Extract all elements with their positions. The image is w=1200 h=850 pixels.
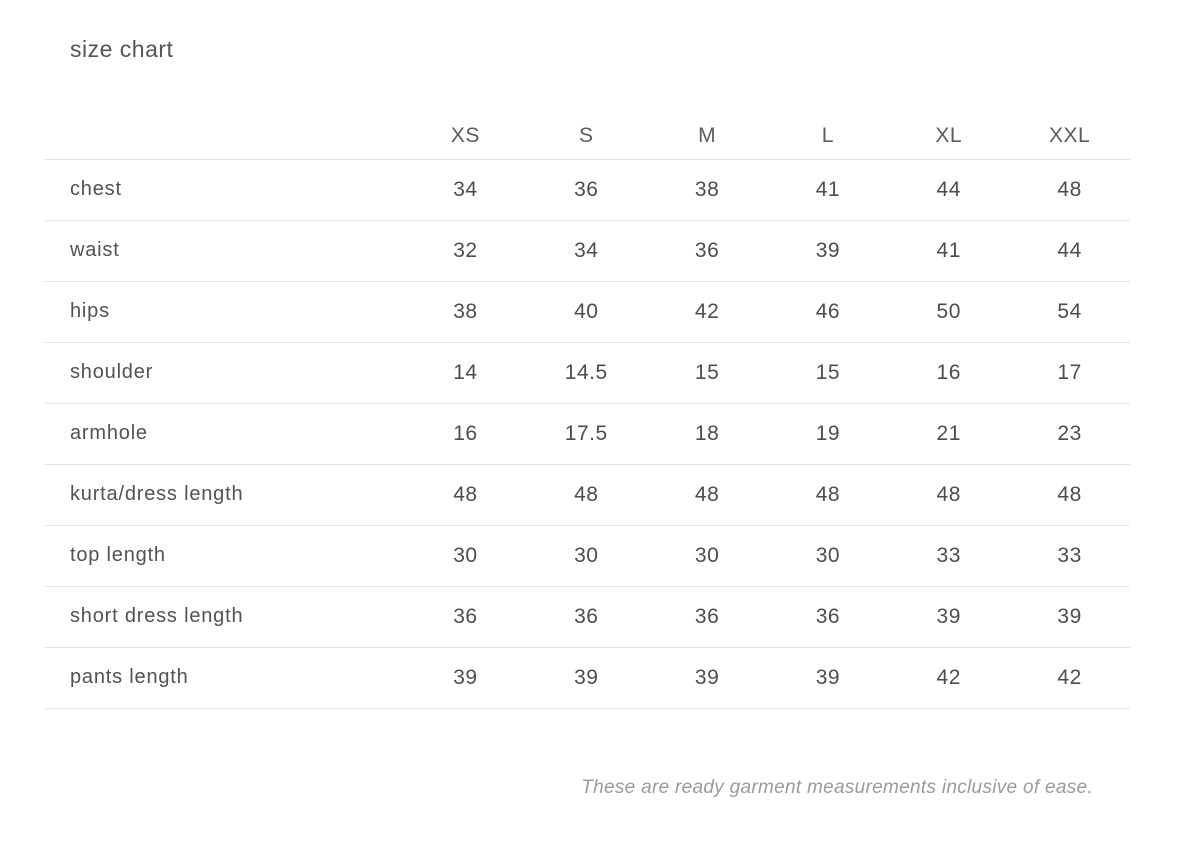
table-row-top-length: top length 30 30 30 30 33 33 <box>45 525 1130 587</box>
row-label: pants length <box>45 647 405 709</box>
cell: 30 <box>646 525 768 587</box>
table-row-armhole: armhole 16 17.5 18 19 21 23 <box>45 403 1130 465</box>
cell: 44 <box>1009 220 1130 282</box>
table-row-chest: chest 34 36 38 41 44 48 <box>45 159 1130 221</box>
cell: 30 <box>405 525 526 587</box>
row-label: top length <box>45 525 405 587</box>
cell: 39 <box>646 647 768 709</box>
cell: 42 <box>1009 647 1130 709</box>
page-title: size chart <box>70 36 174 62</box>
cell: 17.5 <box>525 403 647 465</box>
cell: 34 <box>525 220 647 282</box>
header-empty-cell <box>45 114 405 160</box>
header-size-xs: XS <box>405 114 526 160</box>
cell: 30 <box>525 525 647 587</box>
cell: 42 <box>646 281 768 343</box>
cell: 41 <box>767 159 889 221</box>
cell: 39 <box>767 647 889 709</box>
header-size-xxl: XXL <box>1009 114 1130 160</box>
cell: 15 <box>646 342 768 404</box>
cell: 16 <box>888 342 1010 404</box>
cell: 34 <box>405 159 526 221</box>
cell: 48 <box>646 464 768 526</box>
cell: 44 <box>888 159 1010 221</box>
row-label: shoulder <box>45 342 405 404</box>
cell: 41 <box>888 220 1010 282</box>
header-size-s: S <box>525 114 647 160</box>
cell: 48 <box>767 464 889 526</box>
row-label: kurta/dress length <box>45 464 405 526</box>
cell: 38 <box>646 159 768 221</box>
cell: 54 <box>1009 281 1130 343</box>
table-row-hips: hips 38 40 42 46 50 54 <box>45 281 1130 343</box>
row-label: chest <box>45 159 405 221</box>
cell: 36 <box>646 586 768 648</box>
footnote: These are ready garment measurements inc… <box>581 777 1093 798</box>
table-row-waist: waist 32 34 36 39 41 44 <box>45 220 1130 282</box>
row-label: short dress length <box>45 586 405 648</box>
cell: 48 <box>405 464 526 526</box>
cell: 40 <box>525 281 647 343</box>
size-chart-table: XS S M L XL XXL chest 34 36 38 41 44 48 … <box>45 114 1130 709</box>
cell: 39 <box>767 220 889 282</box>
cell: 46 <box>767 281 889 343</box>
cell: 36 <box>767 586 889 648</box>
cell: 38 <box>405 281 526 343</box>
table-row-shoulder: shoulder 14 14.5 15 15 16 17 <box>45 342 1130 404</box>
cell: 14.5 <box>525 342 647 404</box>
table-row-pants-length: pants length 39 39 39 39 42 42 <box>45 647 1130 709</box>
cell: 36 <box>405 586 526 648</box>
cell: 48 <box>1009 159 1130 221</box>
cell: 36 <box>646 220 768 282</box>
cell: 48 <box>888 464 1010 526</box>
cell: 39 <box>1009 586 1130 648</box>
header-size-m: M <box>646 114 768 160</box>
cell: 33 <box>1009 525 1130 587</box>
cell: 48 <box>525 464 647 526</box>
cell: 15 <box>767 342 889 404</box>
cell: 39 <box>405 647 526 709</box>
cell: 39 <box>888 586 1010 648</box>
cell: 17 <box>1009 342 1130 404</box>
cell: 48 <box>1009 464 1130 526</box>
cell: 33 <box>888 525 1010 587</box>
cell: 19 <box>767 403 889 465</box>
row-label: armhole <box>45 403 405 465</box>
cell: 39 <box>525 647 647 709</box>
cell: 16 <box>405 403 526 465</box>
cell: 21 <box>888 403 1010 465</box>
cell: 30 <box>767 525 889 587</box>
header-size-xl: XL <box>888 114 1010 160</box>
cell: 36 <box>525 159 647 221</box>
cell: 36 <box>525 586 647 648</box>
header-size-l: L <box>767 114 889 160</box>
row-label: hips <box>45 281 405 343</box>
header-row: XS S M L XL XXL <box>45 114 1130 160</box>
cell: 14 <box>405 342 526 404</box>
cell: 18 <box>646 403 768 465</box>
cell: 50 <box>888 281 1010 343</box>
table-row-kurta-dress-length: kurta/dress length 48 48 48 48 48 48 <box>45 464 1130 526</box>
cell: 23 <box>1009 403 1130 465</box>
cell: 42 <box>888 647 1010 709</box>
cell: 32 <box>405 220 526 282</box>
row-label: waist <box>45 220 405 282</box>
table-row-short-dress-length: short dress length 36 36 36 36 39 39 <box>45 586 1130 648</box>
